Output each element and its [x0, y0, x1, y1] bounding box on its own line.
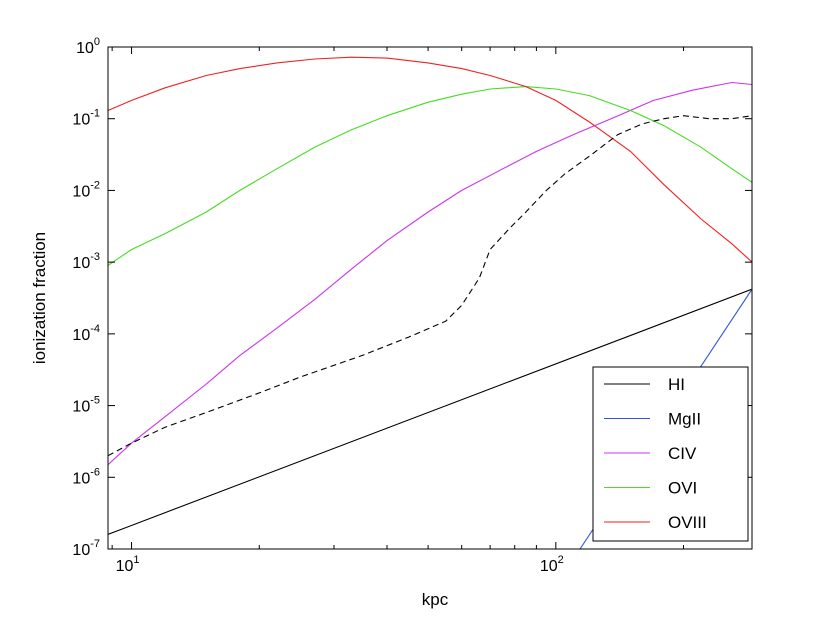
legend: HI MgII CIV OVI OVIII [592, 366, 749, 542]
series-civ-line [108, 81, 752, 466]
legend-box [592, 366, 749, 542]
series-hi-line [108, 288, 752, 535]
y-tick-label: 10-5 [72, 395, 100, 416]
y-tick-label: 10-7 [72, 538, 100, 559]
x-tick-label: 101 [116, 554, 140, 575]
legend-label-mgii: MgII [668, 410, 701, 429]
legend-label-hi: HI [668, 375, 685, 394]
series-oviii-line [108, 56, 752, 263]
axes-frame [107, 46, 753, 550]
x-axis-label: kpc [422, 590, 449, 609]
y-tick-label: 10-1 [72, 108, 100, 129]
y-axis-label: ionization fraction [30, 232, 49, 364]
y-tick-label: 10-2 [72, 179, 100, 200]
y-tick-label: 100 [76, 36, 100, 57]
series-layer [108, 56, 752, 549]
series-dashed-line [108, 115, 752, 457]
y-tick-label: 10-6 [72, 466, 100, 487]
series-ovi-line [108, 86, 752, 266]
legend-label-oviii: OVIII [668, 513, 707, 532]
tick-labels: 101 102 10-7 10-6 10-5 10-4 10-3 10-2 10-1 100 [72, 36, 563, 575]
x-tick-label: 102 [540, 554, 564, 575]
legend-items: HI MgII CIV OVI OVIII [604, 375, 707, 532]
legend-label-ovi: OVI [668, 479, 697, 498]
y-tick-label: 10-4 [72, 323, 100, 344]
y-tick-label: 10-3 [72, 251, 100, 272]
legend-label-civ: CIV [668, 444, 697, 463]
